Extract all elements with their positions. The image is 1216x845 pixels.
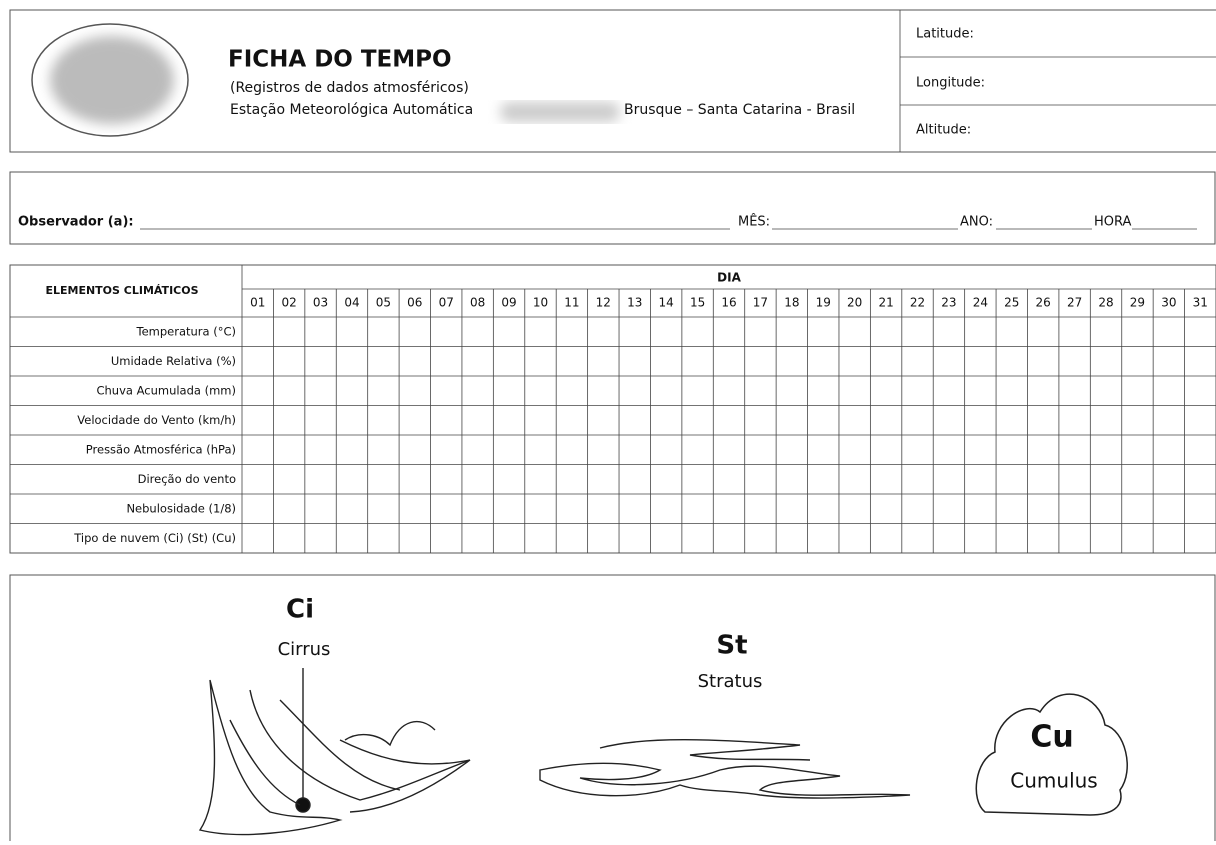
row-label: Direção do vento [138,472,236,486]
field: Altitude: [916,123,971,138]
cloud-name: Cirrus [278,639,331,660]
day-label: 25 [1004,296,1019,310]
day-label: 19 [816,296,831,310]
row-label: Chuva Acumulada (mm) [96,383,236,397]
table-border [9,264,1216,554]
day-label: 10 [533,296,548,310]
title: FICHA DO TEMPO [228,47,452,73]
day-label: 28 [1098,296,1113,310]
station: Estação Meteorológica Automática [230,102,473,118]
day-label: 08 [470,296,485,310]
day-label: 24 [973,296,988,310]
day-label: 03 [313,296,328,310]
row-label: Temperatura (°C) [136,324,236,338]
day-label: 26 [1036,296,1051,310]
day-header: DIA [717,271,741,285]
stratus-shape [539,739,911,799]
hour-label: HORA [1094,215,1132,230]
day-label: 04 [344,296,359,310]
cloud-name: Cumulus [1010,769,1097,793]
day-label: 18 [784,296,799,310]
day-label: 01 [250,296,265,310]
row-label: Tipo de nuvem (Ci) (St) (Cu) [73,531,236,545]
day-label: 29 [1130,296,1145,310]
day-label: 15 [690,296,705,310]
day-label: 31 [1193,296,1208,310]
cloud-code: Ci [286,595,314,625]
day-label: 06 [407,296,422,310]
cloud-name: Stratus [698,671,763,692]
day-label: 05 [376,296,391,310]
day-label: 09 [501,296,516,310]
observer-box [9,171,1216,245]
table: ELEMENTOS CLIMÁTICOS DIA 01 02 03 04 05 06 07 08 0… [9,264,1216,554]
day-label: 23 [941,296,956,310]
day-label: 16 [721,296,736,310]
day-label: 27 [1067,296,1082,310]
corner-header: ELEMENTOS CLIMÁTICOS [45,284,198,297]
row-label: Umidade Relativa (%) [111,354,236,368]
cloud-code: Cu [1030,720,1073,755]
day-label: 20 [847,296,862,310]
logo-outline [31,23,189,137]
day-label: 07 [439,296,454,310]
header-box [9,9,1216,153]
row-label: Pressão Atmosférica (hPa) [86,442,236,456]
day-label: 14 [659,296,674,310]
clouds-box [9,574,1216,845]
logo-blurred [50,36,174,124]
cumulus-shape [975,693,1128,816]
observer-label: Observador (a): [18,215,134,230]
location: Brusque – Santa Catarina - Brasil [624,102,855,118]
cirrus-shape [198,668,471,836]
day-label: 22 [910,296,925,310]
day-label: 11 [564,296,579,310]
day-label: 30 [1161,296,1176,310]
row-label: Nebulosidade (1/8) [126,501,236,515]
day-label: 02 [281,296,296,310]
month-label: MÊS: [738,214,770,230]
day-label: 17 [753,296,768,310]
subtitle: (Registros de dados atmosféricos) [230,80,469,96]
year-label: ANO: [960,215,993,230]
field: Longitude: [916,76,985,91]
blurred-text [500,102,620,122]
day-label: 13 [627,296,642,310]
day-label: 12 [596,296,611,310]
cloud-code: St [716,631,747,661]
day-label: 21 [878,296,893,310]
row-label: Velocidade do Vento (km/h) [77,413,236,427]
field: Latitude: [916,27,974,42]
